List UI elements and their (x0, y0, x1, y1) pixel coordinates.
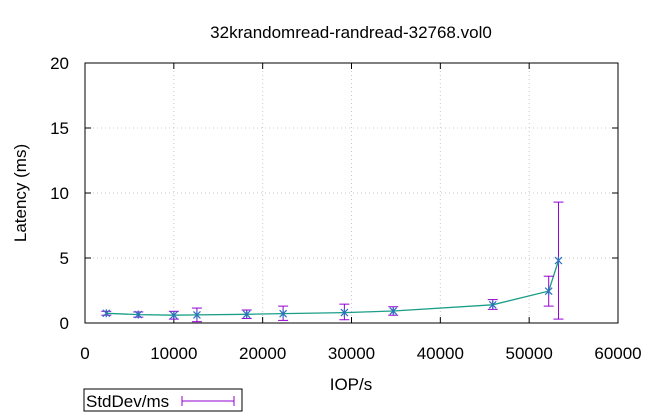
data-point (134, 310, 143, 319)
x-tick-label: 10000 (150, 344, 197, 363)
x-tick-label: 60000 (594, 344, 641, 363)
x-tick-label: 50000 (506, 344, 553, 363)
y-tick-label: 20 (50, 54, 69, 73)
series-layer (101, 201, 564, 323)
data-point (169, 311, 178, 320)
chart-title: 32krandomread-randread-32768.vol0 (210, 23, 492, 42)
grid-lines (85, 63, 618, 323)
legend: StdDev/ms (83, 388, 243, 412)
x-tick-label: 0 (80, 344, 89, 363)
axis-ticks: 0 10000 20000 30000 40000 50000 60000 0 5 10 15 20 (50, 54, 642, 363)
y-tick-label: 10 (50, 184, 69, 203)
data-point (544, 287, 553, 296)
data-point (242, 310, 251, 319)
data-point (279, 309, 288, 318)
x-tick-label: 30000 (328, 344, 375, 363)
data-point (389, 307, 398, 316)
data-point (340, 308, 349, 317)
x-tick-label: 40000 (417, 344, 464, 363)
x-axis-label: IOP/s (330, 375, 373, 394)
data-point (102, 309, 111, 318)
data-point (193, 310, 201, 319)
legend-box (83, 388, 243, 412)
data-point (488, 300, 497, 309)
y-tick-label: 15 (50, 119, 69, 138)
y-axis-label: Latency (ms) (11, 144, 30, 242)
y-tick-label: 5 (60, 249, 69, 268)
legend-label: StdDev/ms (86, 392, 169, 411)
data-point (554, 256, 563, 265)
x-tick-label: 20000 (239, 344, 286, 363)
legend-errorbar-sample (181, 396, 235, 406)
y-tick-label: 0 (60, 314, 69, 333)
